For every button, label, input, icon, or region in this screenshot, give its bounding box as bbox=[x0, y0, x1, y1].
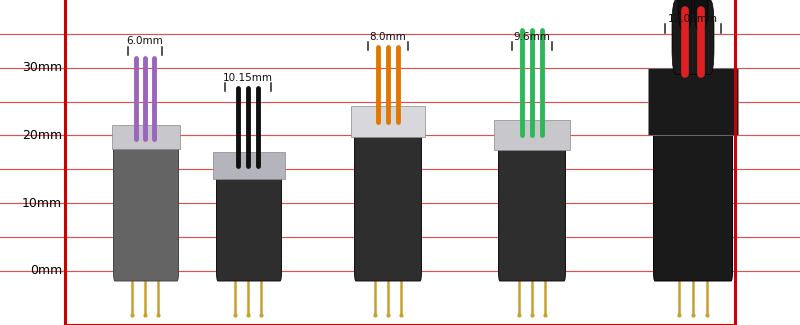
Text: 0mm: 0mm bbox=[30, 264, 62, 277]
FancyBboxPatch shape bbox=[354, 112, 422, 281]
FancyBboxPatch shape bbox=[672, 0, 714, 74]
Text: 10.15mm: 10.15mm bbox=[223, 72, 273, 83]
FancyBboxPatch shape bbox=[217, 156, 282, 281]
Bar bbox=[65, 0, 735, 325]
Text: 6.0mm: 6.0mm bbox=[126, 36, 163, 46]
Text: 9.6mm: 9.6mm bbox=[514, 32, 550, 42]
Text: 10mm: 10mm bbox=[22, 197, 62, 210]
Bar bbox=[648, 68, 738, 136]
FancyBboxPatch shape bbox=[654, 125, 733, 281]
Text: 12.05mm: 12.05mm bbox=[668, 14, 718, 24]
Ellipse shape bbox=[694, 0, 708, 34]
FancyBboxPatch shape bbox=[114, 129, 178, 281]
FancyBboxPatch shape bbox=[498, 125, 566, 281]
Ellipse shape bbox=[678, 0, 692, 34]
Bar bbox=[112, 125, 180, 149]
Text: 30mm: 30mm bbox=[22, 61, 62, 74]
Text: 8.0mm: 8.0mm bbox=[370, 32, 406, 42]
Bar bbox=[351, 106, 425, 137]
Bar bbox=[494, 120, 570, 150]
Text: 20mm: 20mm bbox=[22, 129, 62, 142]
Bar bbox=[213, 152, 285, 179]
